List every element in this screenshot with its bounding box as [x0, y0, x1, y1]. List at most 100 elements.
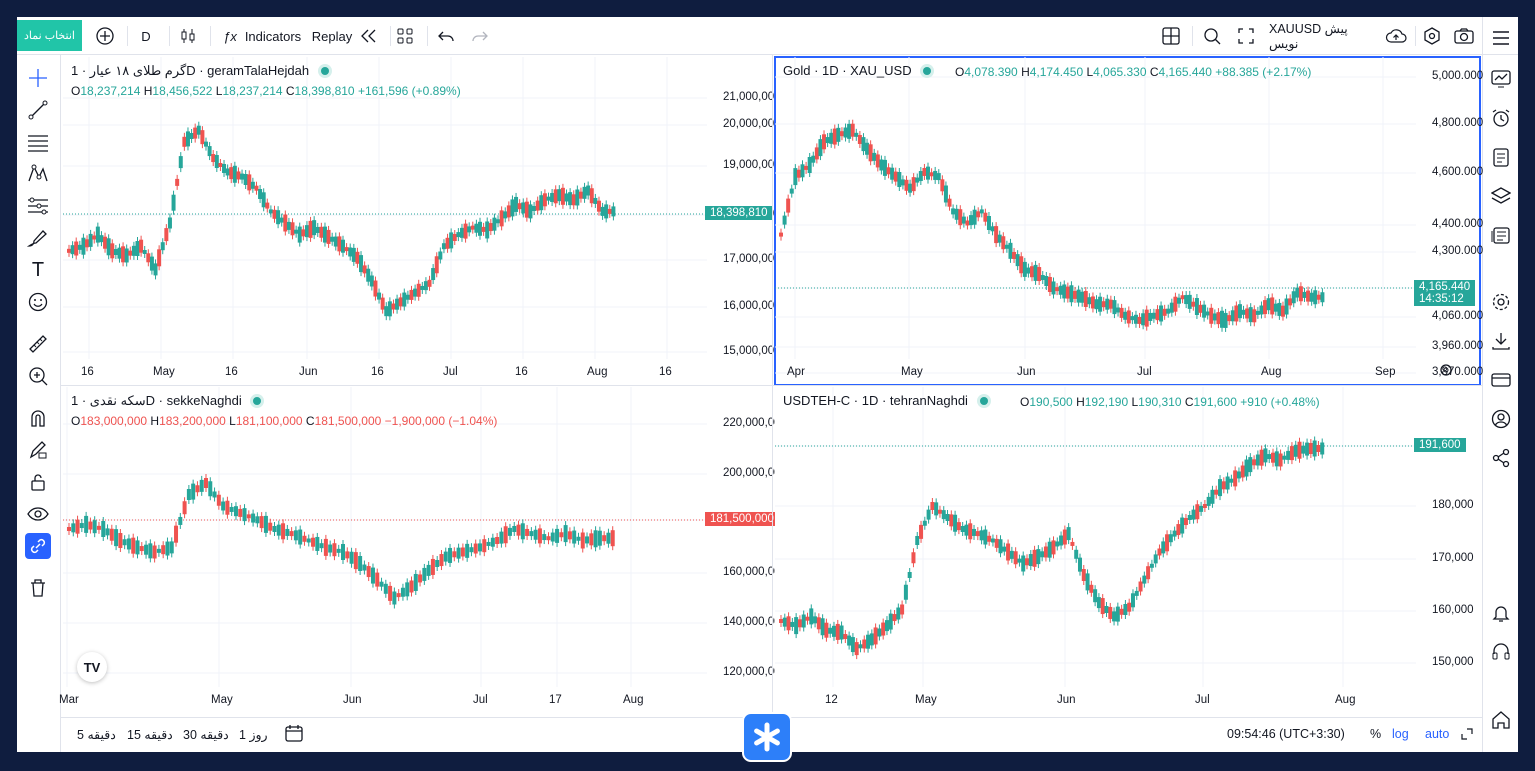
maximize-icon[interactable]: [1461, 728, 1473, 743]
symbol-legend[interactable]: گرم طلای ۱۸ عیار · 1D · geramTalaHejdah: [71, 63, 329, 79]
share-icon[interactable]: [1488, 445, 1514, 471]
range-1d[interactable]: 1 روز: [239, 728, 268, 742]
crosshair-icon[interactable]: [25, 65, 51, 91]
redo-icon[interactable]: [469, 17, 491, 55]
price-axis-label: 160,000: [1432, 604, 1474, 616]
chart-pane-gold18k[interactable]: گرم طلای ۱۸ عیار · 1D · geramTalaHejdah …: [63, 57, 781, 385]
chart-type-icon[interactable]: [177, 17, 199, 55]
interval-button[interactable]: D: [141, 28, 151, 44]
link-icon[interactable]: [25, 533, 51, 559]
symbol-search-button[interactable]: انتخاب نماد: [17, 20, 82, 51]
replay-button[interactable]: Replay: [311, 28, 353, 44]
candle: [326, 225, 331, 248]
settings-hex-icon[interactable]: [1420, 17, 1444, 55]
notes-icon[interactable]: [1488, 144, 1514, 170]
candle: [1298, 282, 1303, 306]
candle: [1305, 438, 1310, 460]
eye-icon[interactable]: [25, 501, 51, 527]
candle: [400, 583, 405, 601]
candle: [353, 548, 358, 574]
candles-svg[interactable]: [63, 387, 769, 713]
candle: [983, 525, 988, 549]
candle: [153, 259, 158, 280]
emoji-icon[interactable]: [25, 289, 51, 315]
user-icon[interactable]: [1488, 406, 1514, 432]
candle: [413, 569, 418, 595]
alarm-clock-icon[interactable]: [1488, 105, 1514, 131]
candle: [1001, 232, 1006, 254]
candle: [786, 612, 791, 635]
auto-toggle[interactable]: auto: [1425, 727, 1450, 741]
candle: [1066, 523, 1071, 545]
home-icon[interactable]: [1488, 707, 1514, 733]
forecast-icon[interactable]: [25, 193, 51, 219]
symbol-legend[interactable]: USDTEH-C · 1D · tehranNaghdi: [783, 393, 988, 408]
pattern-icon[interactable]: [25, 161, 51, 187]
candle: [289, 527, 294, 541]
download-icon[interactable]: [1488, 328, 1514, 354]
support-headset-icon[interactable]: [1488, 639, 1514, 665]
candle: [1295, 283, 1300, 302]
range-30m[interactable]: 30 دقیقه: [183, 728, 229, 742]
text-tool-icon[interactable]: T: [31, 258, 45, 281]
layout-select-icon[interactable]: [1159, 17, 1183, 55]
fullscreen-icon[interactable]: [1234, 17, 1258, 55]
zoom-in-icon[interactable]: [25, 363, 51, 389]
lock-drawings-pencil-icon[interactable]: [25, 437, 51, 463]
candle: [182, 497, 187, 519]
bell-icon[interactable]: [1488, 600, 1514, 626]
candle: [533, 525, 538, 544]
candle: [525, 524, 530, 540]
magnet-icon[interactable]: [25, 405, 51, 431]
candle: [229, 502, 234, 516]
chart-pane-xauusd[interactable]: Gold · 1D · XAU_USD O4,078.390 H4,174.45…: [774, 56, 1483, 386]
candle: [926, 505, 931, 524]
candle: [366, 264, 371, 286]
range-15m[interactable]: 15 دقیقه: [127, 728, 173, 742]
watchlist-icon[interactable]: [1488, 66, 1514, 92]
symbol-legend[interactable]: Gold · 1D · XAU_USD: [783, 63, 932, 78]
chart-pane-sekke[interactable]: سکه نقدی · 1D · sekkeNaghdi O183,000,000…: [59, 387, 787, 713]
ruler-icon[interactable]: [25, 331, 51, 357]
candle: [789, 184, 794, 198]
card-icon[interactable]: [1488, 367, 1514, 393]
go-to-date-icon[interactable]: [285, 724, 303, 745]
trash-icon[interactable]: [25, 575, 51, 601]
percent-toggle[interactable]: %: [1370, 727, 1382, 741]
candle: [276, 520, 281, 540]
candles-svg[interactable]: [775, 387, 1480, 713]
clock[interactable]: 09:54:46 (UTC+3:30): [1227, 727, 1345, 741]
candles-svg[interactable]: [63, 57, 769, 385]
candle: [196, 121, 201, 139]
menu-icon[interactable]: [1488, 25, 1514, 51]
candle: [1149, 559, 1154, 572]
replay-icon[interactable]: [357, 17, 381, 55]
range-5m[interactable]: 5 دقیقه: [77, 728, 116, 742]
candle: [169, 537, 174, 558]
layout-grid-icon[interactable]: [394, 17, 416, 55]
candle: [1012, 247, 1017, 263]
candle: [850, 633, 855, 657]
chart-pane-usdteh[interactable]: USDTEH-C · 1D · tehranNaghdi O190,500 H1…: [775, 387, 1480, 713]
settings-gear-icon[interactable]: [1488, 289, 1514, 315]
brush-icon[interactable]: [25, 225, 51, 251]
trend-line-icon[interactable]: [25, 97, 51, 123]
quick-search-icon[interactable]: [1200, 17, 1224, 55]
cloud-save-icon[interactable]: [1383, 17, 1409, 55]
news-icon[interactable]: [1488, 222, 1514, 248]
candle: [607, 204, 612, 218]
candles-svg[interactable]: [775, 57, 1480, 385]
candle: [268, 205, 273, 218]
indicators-button[interactable]: Indicators: [244, 28, 302, 44]
indicators-icon[interactable]: ƒx: [223, 28, 237, 44]
fib-retracement-icon[interactable]: [25, 129, 51, 155]
add-symbol-icon[interactable]: [93, 17, 117, 55]
undo-icon[interactable]: [435, 17, 457, 55]
layout-name[interactable]: XAUUSD پیش نویس: [1269, 22, 1348, 51]
camera-icon[interactable]: [1452, 17, 1476, 55]
unlock-icon[interactable]: [25, 469, 51, 495]
candle: [843, 630, 848, 644]
log-toggle[interactable]: log: [1392, 727, 1409, 741]
symbol-legend[interactable]: سکه نقدی · 1D · sekkeNaghdi: [71, 393, 262, 409]
layers-icon[interactable]: [1488, 183, 1514, 209]
